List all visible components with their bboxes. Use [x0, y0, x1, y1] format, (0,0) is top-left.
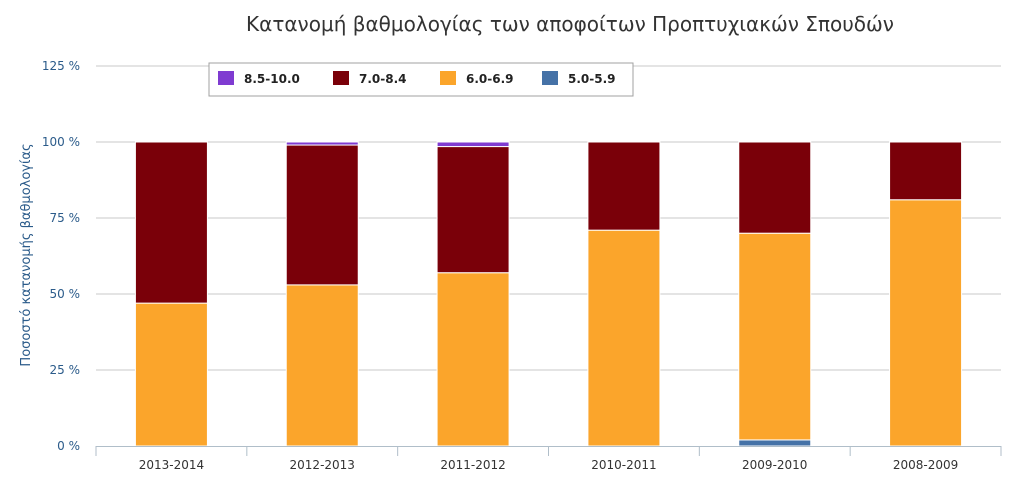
bar-segment-7.0-8.4[interactable] [587, 141, 661, 231]
y-axis-label: Ποσοστό κατανομής βαθμολογίας [19, 143, 34, 366]
bar-segment-7.0-8.4[interactable] [285, 144, 359, 286]
bar-segment-8.5-10.0[interactable] [436, 141, 510, 148]
bars [134, 141, 963, 447]
y-tick-label: 125 % [42, 59, 80, 73]
legend-item-5.0-5.9[interactable]: 5.0-5.9 [542, 71, 616, 86]
legend-item-7.0-8.4[interactable]: 7.0-8.4 [333, 71, 407, 86]
y-tick-label: 75 % [50, 211, 81, 225]
x-axis: 2013-2014 2012-2013 2011-2012 2010-2011 2009… [95, 446, 1002, 472]
bar-segment-7.0-8.4[interactable] [436, 146, 510, 274]
bar-segment-5.0-5.9[interactable] [738, 439, 812, 447]
legend-swatch [218, 71, 234, 85]
y-tick-label: 0 % [57, 439, 80, 453]
legend-swatch [542, 71, 558, 85]
y-tick-label: 50 % [50, 287, 81, 301]
legend-swatch [440, 71, 456, 85]
x-tick-label: 2008-2009 [893, 458, 958, 472]
y-tick-label: 25 % [50, 363, 81, 377]
bar-segment-7.0-8.4[interactable] [738, 141, 812, 234]
legend-label: 8.5-10.0 [244, 72, 300, 86]
bar-segment-8.5-10.0[interactable] [285, 141, 359, 146]
legend-label: 7.0-8.4 [359, 72, 407, 86]
legend-item-6.0-6.9[interactable]: 6.0-6.9 [440, 71, 514, 86]
bar-segment-7.0-8.4[interactable] [889, 141, 963, 201]
bar-segment-7.0-8.4[interactable] [134, 141, 208, 304]
bar-segment-6.0-6.9[interactable] [889, 199, 963, 447]
legend-swatch [333, 71, 349, 85]
legend-item-8.5-10.0[interactable]: 8.5-10.0 [218, 71, 300, 86]
bar-segment-6.0-6.9[interactable] [436, 272, 510, 447]
legend-label: 6.0-6.9 [466, 72, 514, 86]
legend-label: 5.0-5.9 [568, 72, 616, 86]
x-tick-label: 2009-2010 [742, 458, 807, 472]
legend-box [208, 62, 634, 97]
x-tick-label: 2013-2014 [139, 458, 204, 472]
x-tick-label: 2011-2012 [440, 458, 505, 472]
legend[interactable]: 8.5-10.0 7.0-8.4 6.0-6.9 5.0-5.9 [208, 62, 634, 97]
x-tick-label: 2012-2013 [290, 458, 355, 472]
x-tick-label: 2010-2011 [591, 458, 656, 472]
bar-segment-6.0-6.9[interactable] [587, 229, 661, 447]
bar-segment-6.0-6.9[interactable] [285, 284, 359, 447]
bar-segment-6.0-6.9[interactable] [738, 232, 812, 441]
y-tick-label: 100 % [42, 135, 80, 149]
bar-segment-6.0-6.9[interactable] [134, 302, 208, 447]
chart-title: Κατανομή βαθμολογίας των αποφοίτων Προπτ… [246, 12, 894, 36]
